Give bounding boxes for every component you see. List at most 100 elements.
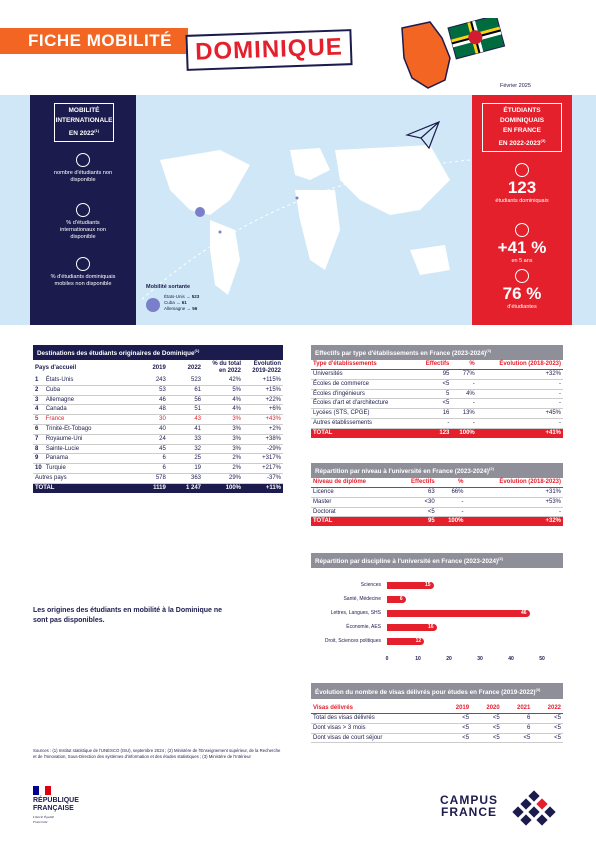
cell: 66%: [436, 487, 466, 498]
destinations-title-text: Destinations des étudiants originaires d…: [37, 350, 195, 358]
growth-value: +41 %: [497, 238, 547, 257]
country-cell: Canada: [43, 404, 136, 416]
country-cell: Royaume-Uni: [43, 434, 136, 445]
paper-plane-icon: [405, 120, 441, 150]
table-row: 5 France 30 43 3% +43%: [33, 414, 283, 426]
value-cell: 5%: [203, 385, 243, 396]
cell: 4%: [451, 389, 477, 400]
marianne-flag-icon: [33, 786, 51, 795]
niveau-title-sup: (2): [489, 466, 494, 471]
legend-country: Allemagne: [164, 306, 186, 311]
mobility-item-text: % d'étudiants dominiquais mobiles non di…: [50, 274, 116, 287]
rank-cell: 10: [33, 463, 44, 475]
value-cell: +217%: [243, 463, 283, 475]
country-cell: États-Unis: [43, 376, 136, 386]
x-tick-label: 40: [508, 656, 514, 663]
table-total-row: TOTAL 1119 1 247 100% +11%: [33, 483, 283, 493]
cell: 63: [395, 487, 437, 498]
cell: Total des visas délivrés: [311, 713, 441, 724]
country-cell: Cuba: [43, 385, 136, 396]
cell: Universités: [311, 369, 416, 380]
col-header: Évolution (2018-2023): [465, 478, 563, 489]
cell: Lycées (STS, CPGE): [311, 408, 416, 420]
mobility-item: nombre d'étudiants non disponible: [30, 153, 136, 184]
cell: +45%: [476, 408, 563, 420]
total-cell: +11%: [243, 483, 283, 493]
col-header: 2020: [471, 704, 502, 715]
country-cell: Sainte-Lucie: [43, 444, 136, 455]
table-row: Autres établissements - - -: [311, 418, 563, 429]
rank-cell: 2: [33, 385, 44, 396]
value-cell: 19: [167, 463, 203, 475]
total-label: TOTAL: [33, 483, 136, 493]
cell: <5: [395, 507, 437, 518]
campus-france-diamonds-icon: [512, 790, 556, 826]
cell: Doctorat: [311, 507, 396, 518]
legend-value: 61: [181, 300, 187, 305]
col-header: % du total en 2022: [212, 361, 241, 375]
niveau-title-text: Répartition par niveau à l'université en…: [315, 468, 490, 476]
value-cell: 3%: [203, 424, 243, 435]
visas-section: Évolution du nombre de visas délivrés po…: [311, 683, 563, 744]
table-total-row: TOTAL 123 100% +41%: [311, 428, 563, 438]
cell: <5: [532, 723, 563, 734]
cell: <5: [440, 713, 472, 724]
publication-date: Février 2025: [500, 83, 531, 89]
table-row: Dont visas > 3 mois <5 <5 6 <5: [311, 723, 563, 734]
total-cell: +41%: [476, 428, 563, 438]
col-header: 2022: [187, 364, 201, 371]
value-cell: 56: [167, 395, 203, 406]
legend-value: 56: [192, 306, 198, 311]
total-cell: TOTAL: [311, 428, 416, 438]
growth-label: en 5 ans: [511, 258, 533, 264]
legend-country: Cuba: [164, 300, 175, 305]
discipline-title: Répartition par discipline à l'universit…: [311, 553, 563, 569]
table-row: 3 Allemagne 46 56 4% +22%: [33, 395, 283, 406]
table-row: 7 Royaume-Uni 24 33 3% +38%: [33, 434, 283, 445]
x-tick-label: 30: [477, 656, 483, 663]
table-row: Écoles d'ingénieurs 5 4% -: [311, 389, 563, 400]
mobility-title-line2: INTERNATIONALE: [55, 117, 113, 124]
col-header: Pays d'accueil: [35, 364, 77, 371]
x-tick-label: 10: [415, 656, 421, 663]
col-header: Évolution 2019-2022: [252, 361, 281, 375]
country-cell: France: [43, 414, 136, 426]
mobility-title-line3: EN 2022: [68, 130, 95, 138]
value-cell: +43%: [243, 414, 283, 426]
value-cell: +22%: [243, 395, 283, 406]
value-cell: 40: [135, 424, 168, 435]
col-header: Niveau de diplôme: [311, 478, 396, 489]
table-row-other: Autres pays 578 363 29% -37%: [33, 473, 283, 484]
destinations-table: Pays d'accueil 2019 2022 % du total en 2022…: [33, 360, 283, 493]
value-cell: -29%: [243, 444, 283, 455]
cell: Autres établissements: [311, 418, 416, 429]
value-cell: +6%: [243, 404, 283, 416]
value-cell: 2%: [203, 453, 243, 465]
cf-line2: FRANCE: [441, 805, 497, 819]
x-tick-label: 20: [446, 656, 452, 663]
country-map-icon: [401, 18, 506, 89]
cell: <5: [440, 723, 472, 734]
table-row: 2 Cuba 53 61 5% +15%: [33, 385, 283, 396]
total-cell: 1 247: [167, 483, 203, 493]
bar: 16: [387, 624, 437, 632]
cell: Master: [311, 497, 396, 508]
value-cell: 43: [167, 414, 203, 426]
cell: -: [465, 507, 563, 518]
col-header: %: [451, 360, 477, 371]
students-box-title: ÉTUDIANTS DOMINIQUAIS EN FRANCE EN 2022-…: [482, 103, 562, 153]
value-cell: +38%: [243, 434, 283, 445]
growth-block: +41 % en 5 ans: [472, 223, 572, 264]
cell: <5: [471, 713, 502, 724]
total-cell: 100%: [451, 428, 477, 438]
total-cell: 100%: [203, 483, 243, 493]
col-header: Type d'établissements: [311, 360, 416, 371]
etab-section: Effectifs par type d'établissements en F…: [311, 345, 563, 438]
value-cell: 243: [135, 376, 168, 386]
value-cell: 41: [167, 424, 203, 435]
table-row: Total des visas délivrés <5 <5 6 <5: [311, 713, 563, 724]
cell: Écoles d'art et d'architecture: [311, 398, 416, 410]
table-row: 8 Sainte-Lucie 45 32 3% -29%: [33, 444, 283, 455]
visas-table: Visas délivrés 2019 2020 2021 2022 Total des…: [311, 704, 563, 744]
legend-value: 523: [191, 294, 200, 299]
